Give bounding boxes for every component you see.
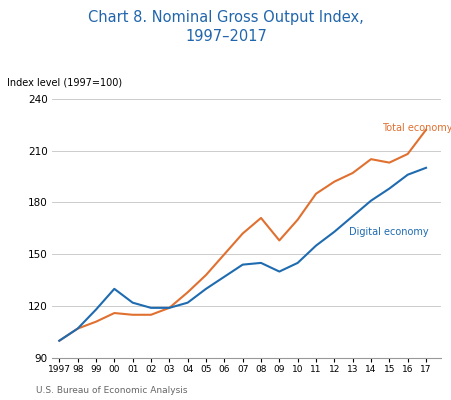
Text: Chart 8. Nominal Gross Output Index,
1997–2017: Chart 8. Nominal Gross Output Index, 199… <box>88 10 363 44</box>
Text: Total economy: Total economy <box>381 123 451 133</box>
Text: Digital economy: Digital economy <box>348 227 428 237</box>
Text: U.S. Bureau of Economic Analysis: U.S. Bureau of Economic Analysis <box>36 386 187 395</box>
Text: Index level (1997=100): Index level (1997=100) <box>7 77 122 87</box>
